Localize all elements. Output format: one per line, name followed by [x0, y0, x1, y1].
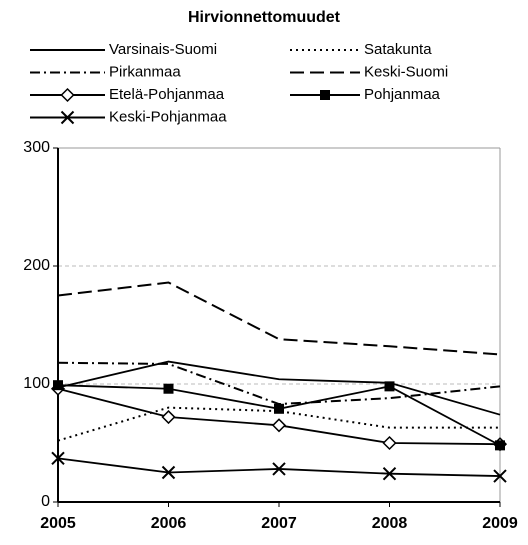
- x-tick-label: 2009: [482, 515, 518, 532]
- legend-label: Pohjanmaa: [364, 86, 441, 103]
- chart-title: Hirvionnettomuudet: [188, 9, 341, 26]
- marker: [495, 440, 505, 451]
- marker: [272, 462, 286, 476]
- x-tick-label: 2006: [151, 515, 187, 532]
- marker: [51, 451, 65, 466]
- y-tick-label: 200: [23, 257, 50, 274]
- series-line: [57, 457, 501, 477]
- marker: [384, 381, 395, 392]
- y-tick-label: 0: [41, 493, 50, 510]
- legend-label: Keski-Pohjanmaa: [109, 108, 227, 125]
- legend-label: Satakunta: [364, 41, 432, 58]
- y-tick-label: 300: [23, 139, 50, 156]
- legend-label: Varsinais-Suomi: [109, 41, 217, 58]
- y-tick-label: 100: [23, 375, 50, 392]
- marker: [161, 465, 176, 480]
- legend-marker: [60, 87, 75, 103]
- marker: [161, 409, 176, 425]
- series-line: [57, 387, 501, 446]
- marker: [271, 418, 287, 433]
- legend-marker: [60, 110, 75, 125]
- x-tick-label: 2005: [40, 515, 76, 532]
- legend-label: Pirkanmaa: [109, 63, 181, 80]
- marker: [493, 469, 507, 483]
- marker: [163, 383, 174, 394]
- legend-label: Keski-Suomi: [364, 63, 448, 80]
- x-tick-label: 2007: [261, 515, 297, 532]
- series-line: [57, 281, 501, 356]
- marker: [382, 435, 397, 451]
- legend-marker: [320, 90, 330, 100]
- legend-label: Etelä-Pohjanmaa: [109, 86, 225, 103]
- marker: [274, 403, 284, 414]
- x-tick-label: 2008: [372, 515, 408, 532]
- marker: [382, 466, 397, 481]
- marker: [53, 380, 63, 391]
- series-line: [57, 361, 501, 406]
